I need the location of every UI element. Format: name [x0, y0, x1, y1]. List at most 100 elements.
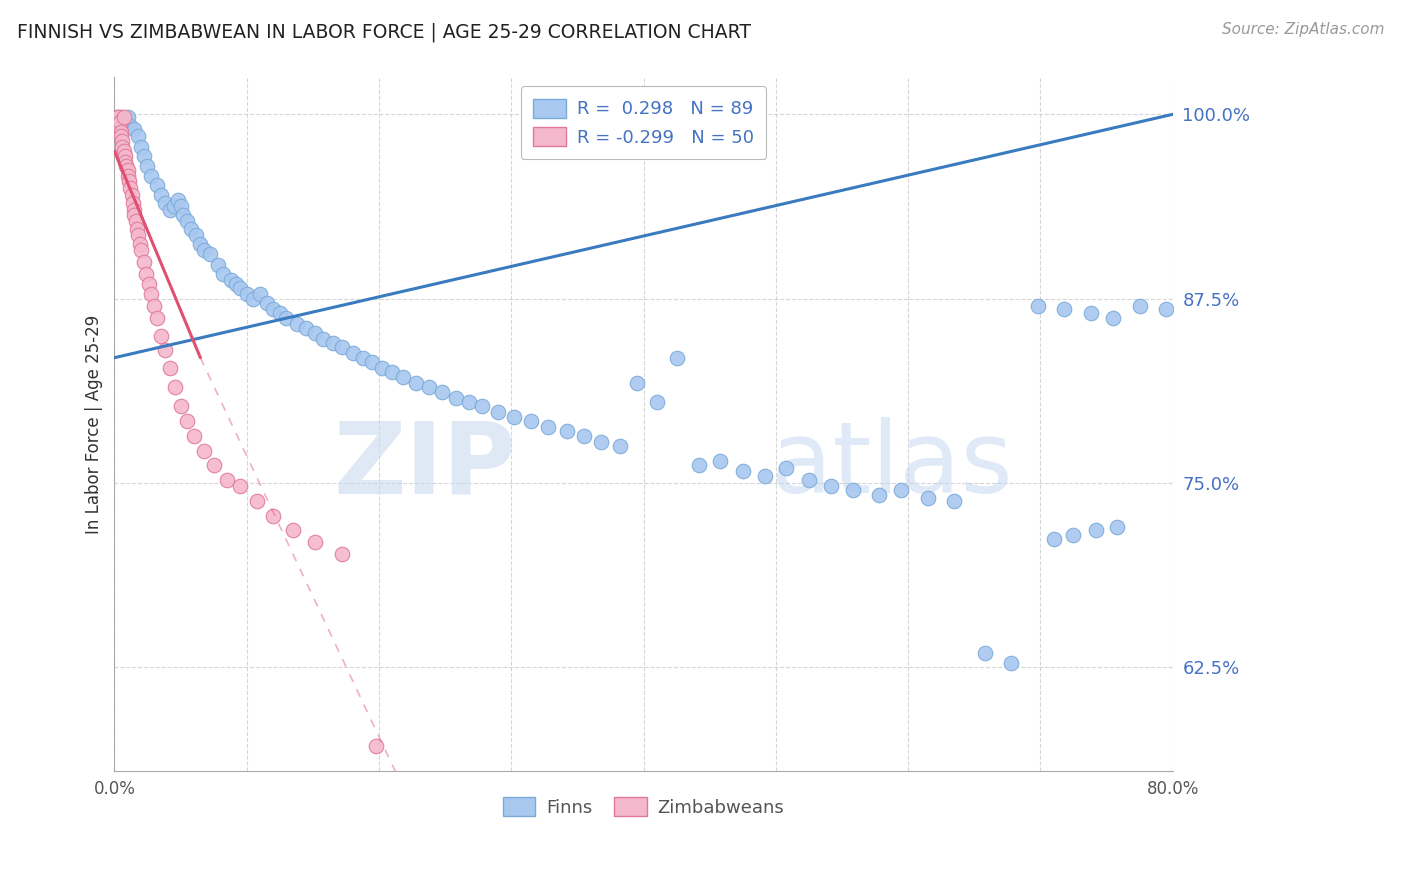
Point [114, 148, 136, 162]
Point [820, 479, 842, 493]
Point [458, 395, 481, 409]
Point [1062, 527, 1084, 541]
Point [868, 488, 890, 502]
Point [176, 414, 198, 428]
Point [219, 272, 242, 286]
Point [229, 479, 252, 493]
Point [165, 380, 187, 394]
Point [172, 208, 194, 222]
Point [107, 114, 129, 128]
Point [122, 203, 145, 218]
Point [418, 380, 440, 394]
Point [537, 420, 560, 434]
Point [444, 391, 467, 405]
Point [1042, 532, 1064, 546]
Point [115, 159, 138, 173]
Point [122, 195, 145, 210]
Point [246, 493, 269, 508]
Point [183, 429, 205, 443]
Point [330, 547, 353, 561]
Point [381, 366, 404, 380]
Point [136, 159, 159, 173]
Point [665, 351, 688, 365]
Point [555, 425, 578, 439]
Point [141, 169, 163, 184]
Point [135, 267, 157, 281]
Text: FINNISH VS ZIMBABWEAN IN LABOR FORCE | AGE 25-29 CORRELATION CHART: FINNISH VS ZIMBABWEAN IN LABOR FORCE | A… [17, 22, 751, 42]
Point [229, 281, 252, 295]
Point [391, 369, 413, 384]
Point [110, 110, 132, 124]
Y-axis label: In Labor Force | Age 25-29: In Labor Force | Age 25-29 [86, 315, 103, 533]
Point [117, 169, 139, 184]
Point [322, 335, 344, 350]
Point [117, 110, 139, 124]
Point [202, 458, 225, 473]
Point [128, 237, 150, 252]
Point [276, 310, 298, 325]
Point [167, 193, 190, 207]
Point [1102, 310, 1125, 325]
Point [943, 493, 966, 508]
Point [1154, 301, 1177, 316]
Point [342, 346, 364, 360]
Point [405, 376, 427, 390]
Point [163, 199, 186, 213]
Point [841, 483, 863, 498]
Point [112, 110, 135, 124]
Point [120, 181, 142, 195]
Point [361, 355, 384, 369]
Point [132, 255, 155, 269]
Point [688, 458, 710, 473]
Point [186, 228, 208, 243]
Point [169, 400, 191, 414]
Point [141, 287, 163, 301]
Point [242, 292, 264, 306]
Point [190, 237, 212, 252]
Point [125, 222, 148, 236]
Point [432, 384, 454, 399]
Text: atlas: atlas [770, 417, 1012, 514]
Point [138, 277, 160, 291]
Point [366, 739, 388, 753]
Point [295, 321, 318, 335]
Text: ZIP: ZIP [333, 417, 516, 514]
Point [709, 454, 731, 468]
Point [153, 343, 176, 358]
Point [917, 491, 939, 505]
Point [775, 461, 797, 475]
Point [159, 361, 181, 376]
Point [269, 306, 291, 320]
Point [111, 134, 134, 148]
Point [114, 114, 136, 128]
Point [120, 119, 142, 133]
Point [1026, 299, 1049, 313]
Point [370, 361, 392, 376]
Point [890, 483, 912, 498]
Point [176, 213, 198, 227]
Point [330, 340, 353, 354]
Point [1080, 306, 1102, 320]
Point [312, 332, 335, 346]
Point [117, 163, 139, 178]
Point [1084, 523, 1107, 537]
Point [149, 188, 172, 202]
Point [111, 140, 134, 154]
Point [108, 114, 131, 128]
Point [105, 110, 128, 124]
Point [1000, 656, 1022, 670]
Point [215, 473, 238, 487]
Point [1107, 520, 1129, 534]
Point [122, 208, 145, 222]
Point [262, 508, 284, 523]
Point [352, 351, 374, 365]
Point [281, 523, 304, 537]
Point [731, 464, 754, 478]
Point [225, 277, 247, 291]
Point [486, 405, 509, 419]
Point [153, 195, 176, 210]
Point [207, 258, 229, 272]
Point [132, 148, 155, 162]
Legend: Finns, Zimbabweans: Finns, Zimbabweans [496, 790, 792, 824]
Point [304, 326, 326, 340]
